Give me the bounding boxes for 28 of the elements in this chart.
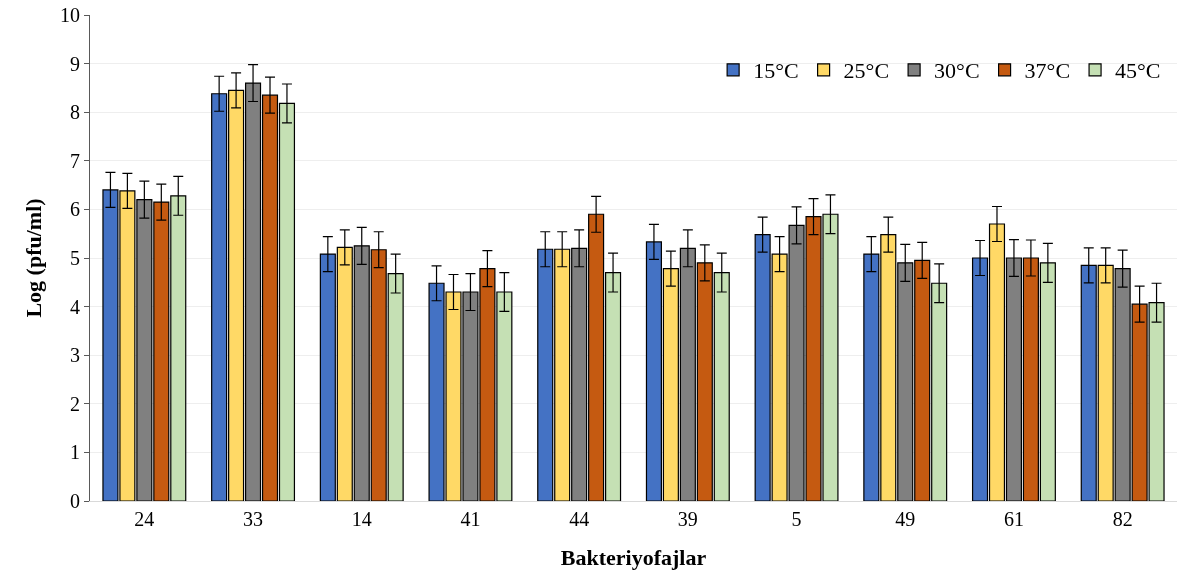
y-tick-label: 6 [70,198,80,221]
y-tick-label: 1 [70,441,80,464]
legend-label: 37°C [1024,58,1071,84]
x-tick-label: 44 [569,508,590,530]
x-axis-title: Bakteriyofajlar [560,544,707,570]
y-tick-label: 2 [70,392,80,415]
x-tick-label: 14 [351,508,372,530]
x-tick-label: 24 [134,508,155,530]
x-tick-label: 5 [791,508,802,530]
y-tick-label: 7 [70,149,80,172]
legend-label: 15°C [753,58,799,84]
x-tick-label: 61 [1003,508,1024,530]
legend-label: 45°C [1115,58,1161,84]
y-tick-label: 4 [70,295,80,318]
x-tick-label: 39 [677,508,698,530]
x-tick-label: 41 [460,508,481,530]
legend-label: 30°C [934,58,980,84]
y-tick-label: 8 [70,101,80,124]
y-tick-label: 3 [70,344,80,367]
y-tick-label: 5 [70,247,80,269]
y-tick-label: 9 [70,52,80,75]
y-tick-label: 10 [60,4,80,26]
legend-label: 25°C [843,58,890,84]
y-axis-title: Log (pfu/ml) [20,198,46,318]
x-tick-label: 49 [895,508,916,530]
x-tick-label: 33 [243,508,264,530]
y-tick-label: 0 [70,490,80,512]
x-tick-label: 82 [1112,508,1133,530]
